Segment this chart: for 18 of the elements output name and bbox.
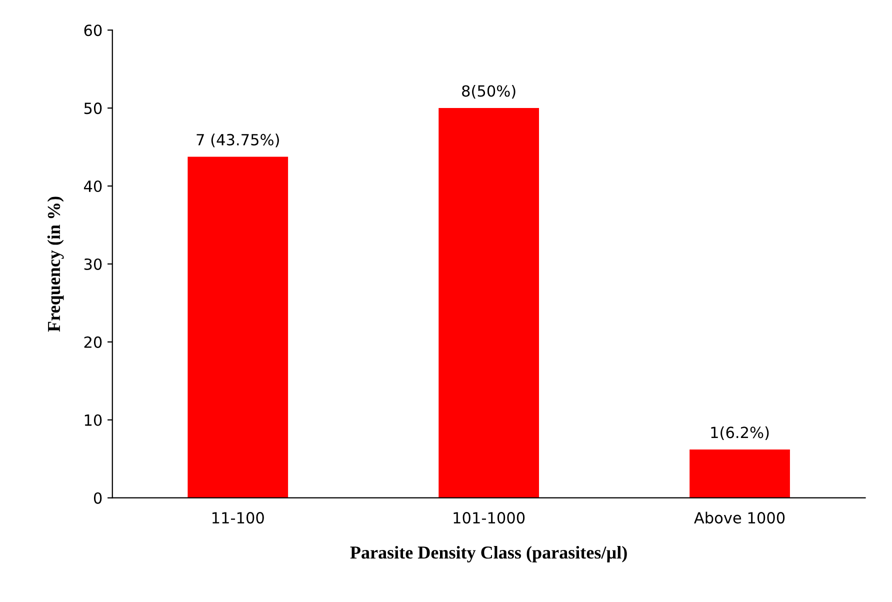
y-tick-label: 50: [84, 102, 102, 114]
y-tick-label: 60: [84, 24, 102, 36]
y-tick-label: 10: [84, 414, 102, 426]
data-label: 1(6.2%): [711, 426, 769, 440]
x-tick-label: 101-1000: [454, 512, 525, 524]
bar: [438, 108, 540, 498]
x-tick-label: Above 1000: [694, 512, 785, 524]
bar: [690, 450, 790, 498]
data-label: 7 (43.75%): [196, 134, 279, 148]
bar: [188, 156, 288, 498]
y-tick-label: 30: [84, 258, 102, 270]
y-tick-label: 40: [84, 180, 102, 192]
y-tick-label: 20: [84, 336, 102, 348]
y-tick-label: 0: [94, 492, 102, 504]
y-axis-title: Frequency (in %): [47, 196, 64, 332]
x-axis-title: Parasite Density Class (parasites/µl): [350, 546, 627, 562]
x-tick-label: 11-100: [212, 512, 264, 524]
data-label: 8(50%): [462, 84, 516, 99]
